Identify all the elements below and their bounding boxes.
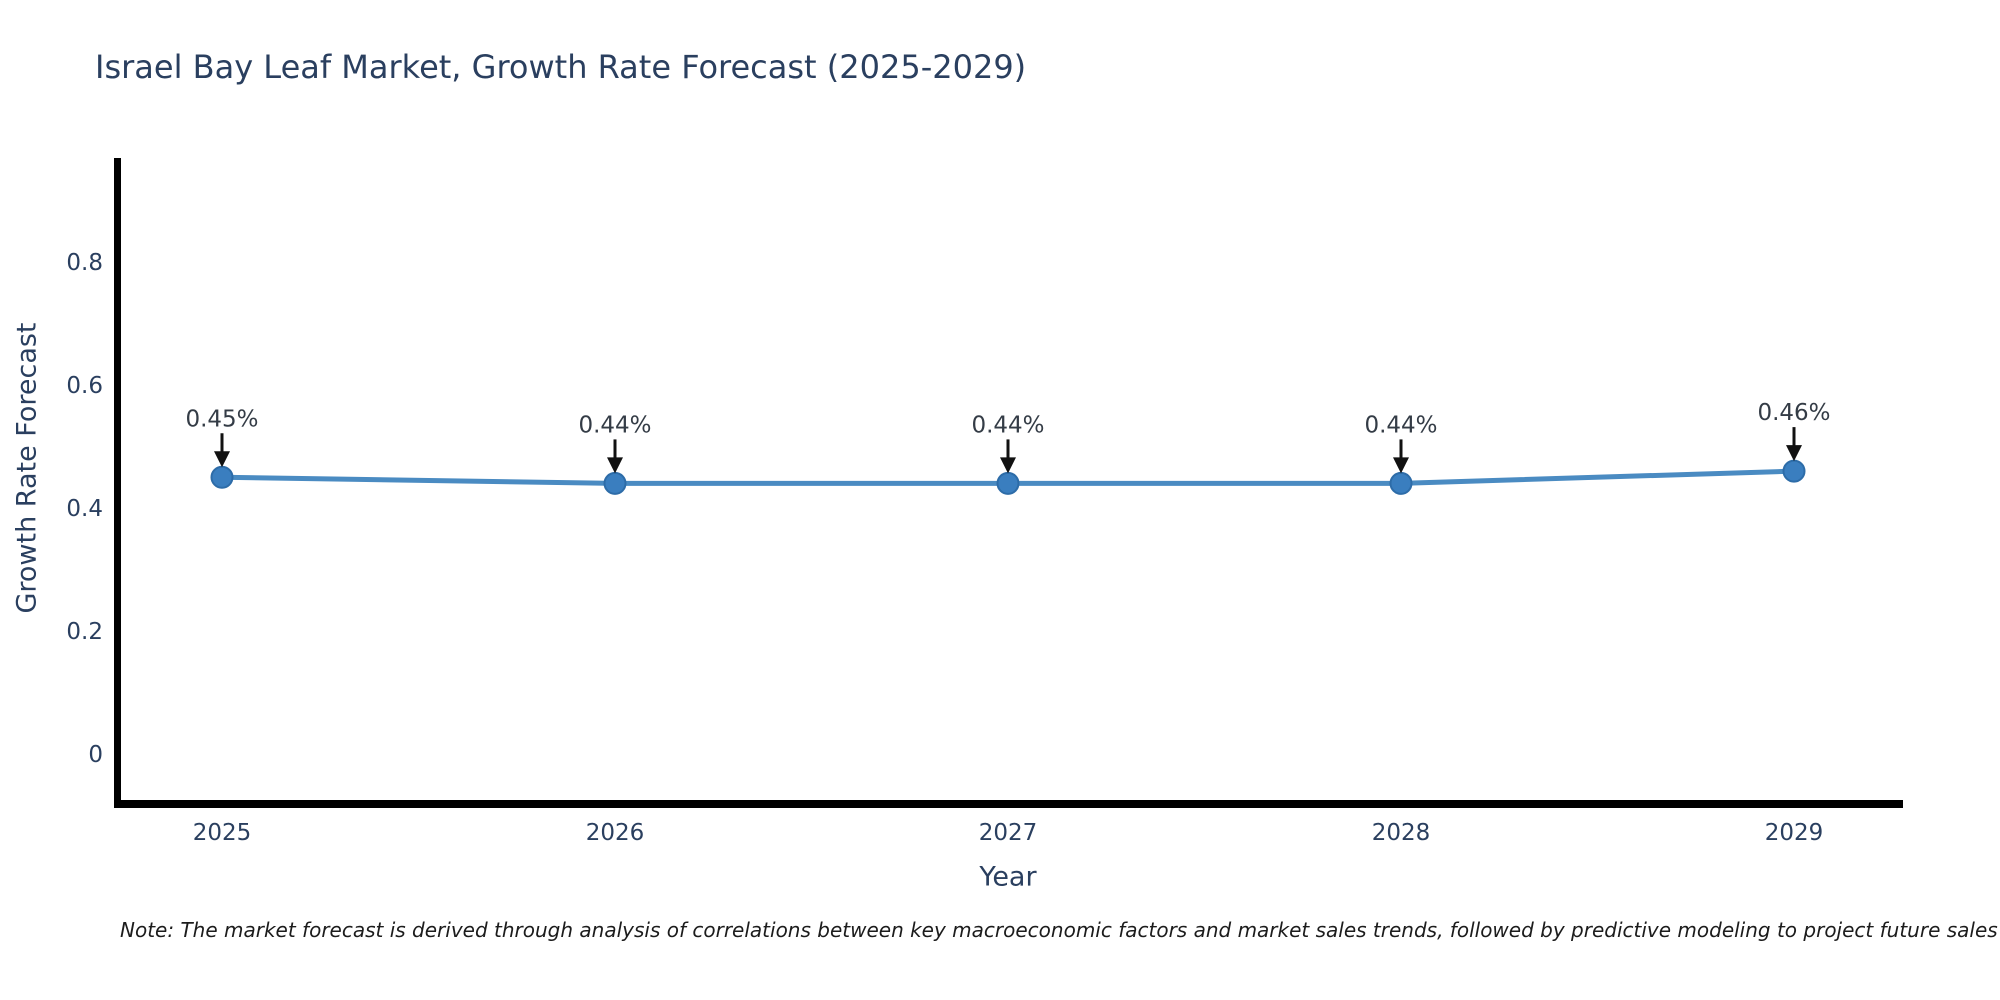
- data-point-annotation: 0.44%: [971, 412, 1044, 438]
- annotation-arrow-head: [1786, 445, 1802, 462]
- chart-footnote: Note: The market forecast is derived thr…: [120, 918, 1998, 942]
- x-tick-label: 2026: [586, 820, 645, 846]
- data-point-annotation: 0.44%: [578, 412, 651, 438]
- data-point-marker: [210, 465, 234, 489]
- x-tick-label: 2028: [1372, 820, 1431, 846]
- y-tick-label: 0.2: [66, 619, 103, 645]
- data-point-marker: [1782, 459, 1806, 483]
- y-axis-spine: [114, 158, 121, 808]
- x-tick-label: 2029: [1765, 820, 1824, 846]
- x-axis-spine: [114, 800, 1903, 808]
- data-point-annotation: 0.44%: [1364, 412, 1437, 438]
- annotation-arrow-head: [214, 451, 230, 468]
- y-tick-label: 0.4: [66, 496, 103, 522]
- y-axis-title: Growth Rate Forecast: [11, 322, 43, 614]
- data-point-annotation: 0.45%: [185, 406, 258, 432]
- x-axis-title: Year: [979, 861, 1037, 893]
- y-tick-label: 0.6: [66, 373, 103, 399]
- annotation-arrow-head: [1393, 457, 1409, 474]
- x-tick-label: 2025: [193, 820, 252, 846]
- data-point-marker: [603, 471, 627, 495]
- data-point-marker: [1389, 471, 1413, 495]
- x-tick-label: 2027: [979, 820, 1038, 846]
- annotation-arrow-head: [1000, 457, 1016, 474]
- annotation-arrow-head: [607, 457, 623, 474]
- chart-title: Israel Bay Leaf Market, Growth Rate Fore…: [95, 48, 1027, 86]
- y-tick-label: 0: [88, 742, 103, 768]
- data-point-annotation: 0.46%: [1757, 400, 1830, 426]
- y-tick-label: 0.8: [66, 250, 103, 276]
- data-point-marker: [996, 471, 1020, 495]
